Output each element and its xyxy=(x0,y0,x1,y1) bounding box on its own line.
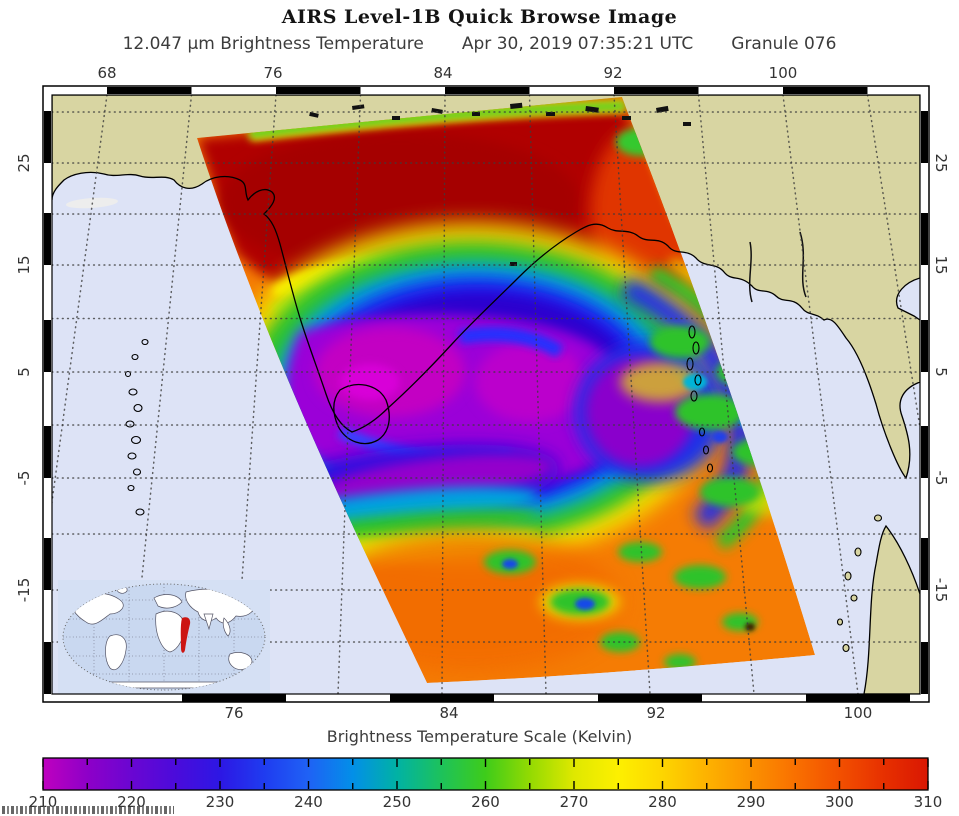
map-panel xyxy=(42,85,930,703)
axis-label-bottom-lon-92: 92 xyxy=(646,704,666,722)
axis-label-bottom-lon-84: 84 xyxy=(439,704,459,722)
graticule xyxy=(52,95,920,694)
axis-label-bottom-lon-76: 76 xyxy=(224,704,244,722)
colorbar-label-230: 230 xyxy=(206,793,235,811)
colorbar: 210 220 230 240 250 260 270 280 290 300 310 xyxy=(29,757,943,811)
axis-label-left-lat-15: 15 xyxy=(15,255,33,275)
axis-label-right-lat--5: -5 xyxy=(932,470,950,486)
map-outer-border xyxy=(42,85,930,703)
map-inner-border xyxy=(51,94,921,695)
colorbar-label-260: 260 xyxy=(471,793,500,811)
colorbar-label-290: 290 xyxy=(737,793,766,811)
axis-label-left-lat-25: 25 xyxy=(15,153,33,173)
subtitle-granule: Granule 076 xyxy=(731,34,837,54)
axis-label-right-lat-25: 25 xyxy=(932,153,950,173)
footer-fineprint xyxy=(2,806,174,814)
colorbar-label-240: 240 xyxy=(294,793,323,811)
subtitle: 12.047 μm Brightness Temperature Apr 30,… xyxy=(0,34,959,54)
axis-label-right-lat-5: 5 xyxy=(932,367,950,377)
axis-label-top-lon-68: 68 xyxy=(97,64,117,82)
colorbar-title: Brightness Temperature Scale (Kelvin) xyxy=(326,727,633,746)
colorbar-ticks xyxy=(42,759,929,789)
terrain-marks xyxy=(309,102,807,303)
axis-label-right-lat-15: 15 xyxy=(932,255,950,275)
colorbar-label-270: 270 xyxy=(560,793,589,811)
axis-label-top-lon-100: 100 xyxy=(768,64,798,82)
inset-swath-marker xyxy=(180,617,191,653)
brightness-temperature-swath xyxy=(197,97,815,683)
island-chains xyxy=(124,325,883,653)
axis-label-top-lon-76: 76 xyxy=(263,64,283,82)
page-title: AIRS Level-1B Quick Browse Image xyxy=(281,6,678,28)
axis-label-left-lat-5: 5 xyxy=(15,367,33,377)
axis-label-bottom-lon-100: 100 xyxy=(843,704,873,722)
inset-world-map xyxy=(58,580,270,694)
subtitle-datetime: Apr 30, 2019 07:35:21 UTC xyxy=(461,34,694,54)
frame-tick-bands xyxy=(44,87,928,702)
axis-label-left-lat--5: -5 xyxy=(15,470,33,486)
axis-label-left-lat--15: -15 xyxy=(15,577,33,603)
axis-label-top-lon-92: 92 xyxy=(603,64,623,82)
colorbar-label-250: 250 xyxy=(383,793,412,811)
colorbar-label-300: 300 xyxy=(825,793,854,811)
subtitle-wavelength: 12.047 μm Brightness Temperature xyxy=(122,34,424,54)
colorbar-tick-labels: 210 220 230 240 250 260 270 280 290 300 310 xyxy=(29,793,943,811)
axis-label-top-lon-84: 84 xyxy=(433,64,453,82)
colorbar-label-280: 280 xyxy=(648,793,677,811)
colorbar-label-310: 310 xyxy=(914,793,943,811)
axis-label-right-lat--15: -15 xyxy=(932,577,950,603)
